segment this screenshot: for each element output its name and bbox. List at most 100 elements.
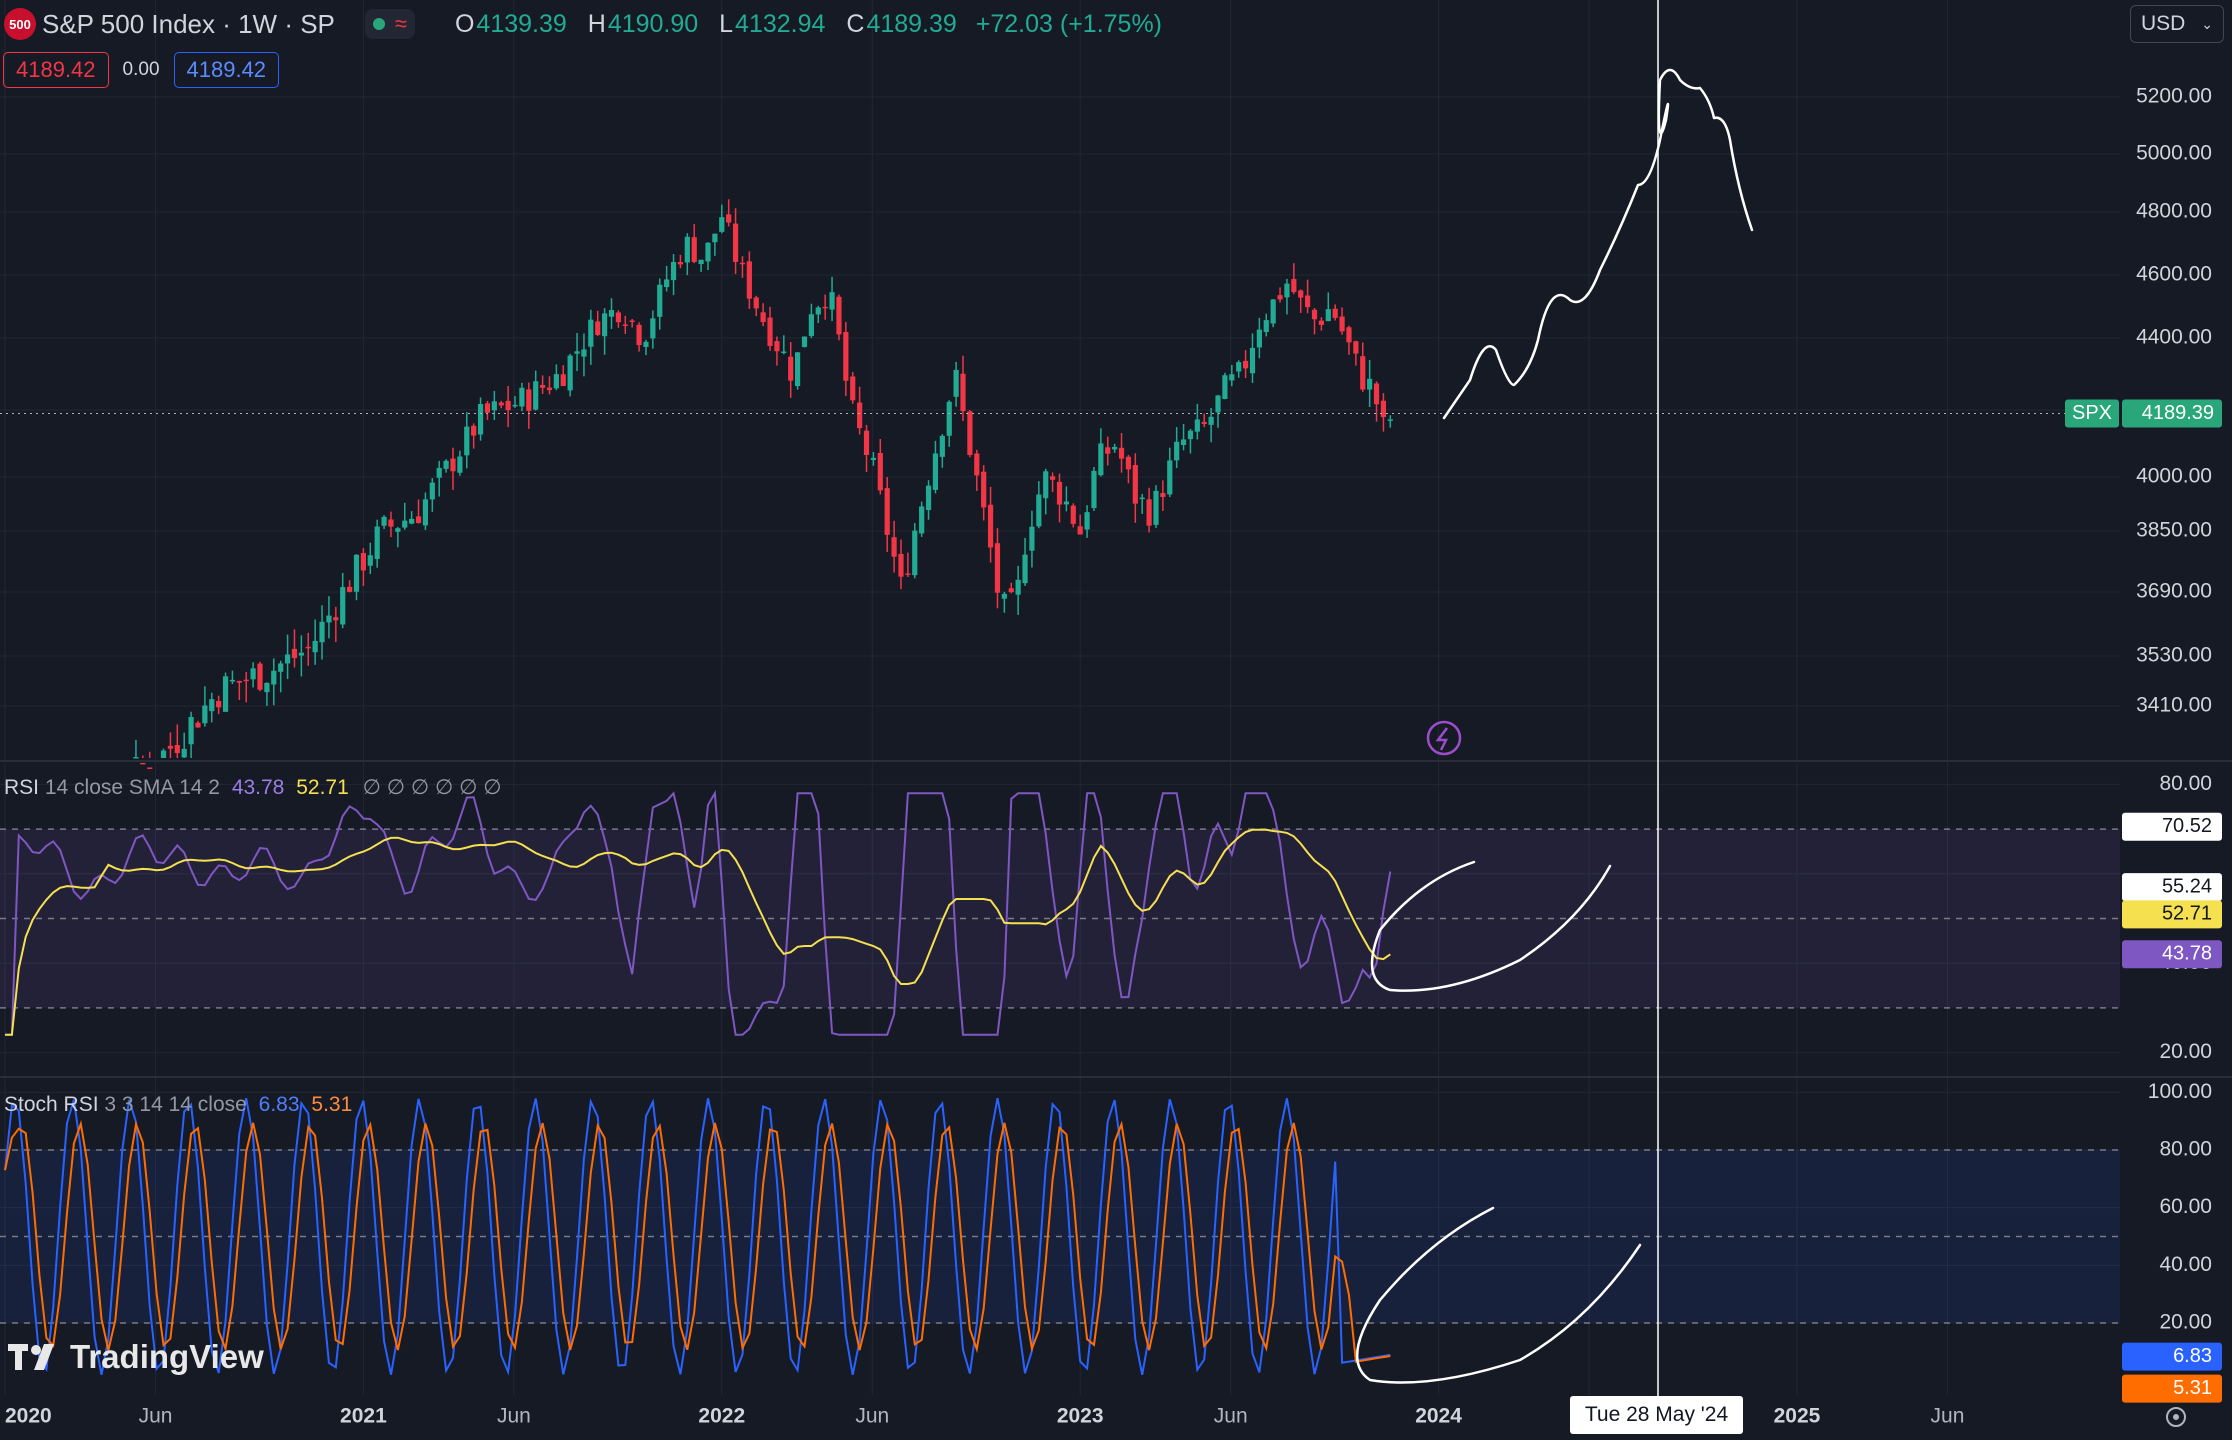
candle-body — [167, 745, 174, 749]
candle — [560, 365, 566, 387]
stoch-tick-label: 80.00 — [2159, 1138, 2212, 1161]
candle-body — [1180, 439, 1187, 445]
candle — [1284, 278, 1290, 315]
candle — [1077, 514, 1083, 535]
stoch-tick-label: 40.00 — [2159, 1253, 2212, 1276]
candle-body — [884, 488, 890, 535]
candle-body — [822, 306, 828, 309]
candle — [1387, 415, 1393, 428]
candle-body — [353, 554, 360, 592]
candle-body — [877, 452, 883, 491]
candle — [319, 605, 325, 660]
high-label: H — [587, 9, 606, 38]
candle — [1001, 591, 1007, 613]
candle-body — [1373, 383, 1380, 405]
candle — [395, 526, 401, 548]
candle — [216, 695, 222, 715]
candle — [1318, 317, 1324, 331]
candle-body — [794, 352, 801, 386]
candle — [1222, 372, 1228, 400]
candle — [739, 256, 746, 278]
settings-gear-icon — [2166, 1407, 2186, 1427]
candle — [1229, 364, 1235, 387]
candle — [471, 423, 477, 449]
symbol-badge-bg — [2065, 399, 2119, 428]
market-open-dot-icon — [372, 18, 385, 30]
candle — [1332, 304, 1338, 321]
candle-body — [546, 387, 553, 391]
candle-body — [174, 745, 180, 754]
rsi-upper-badge: 70.52 — [2162, 815, 2212, 837]
candle-body — [312, 640, 318, 653]
candle — [994, 528, 1001, 609]
candle — [919, 501, 925, 537]
candle-body — [1146, 499, 1152, 526]
candle-body — [815, 307, 821, 315]
candle — [1125, 454, 1132, 484]
market-status-pill[interactable]: ≈ — [364, 9, 415, 39]
candle-body — [898, 553, 904, 577]
candle-body — [684, 236, 690, 263]
candle-body — [691, 237, 697, 263]
candle — [1208, 407, 1214, 443]
candle — [512, 396, 518, 408]
symbol-logo-icon[interactable]: 500 — [4, 8, 36, 40]
candle — [1160, 480, 1166, 511]
rsi-legend-params: 14 close SMA 14 2 — [44, 776, 220, 799]
candle — [788, 341, 794, 398]
candle — [615, 310, 622, 328]
candle-body — [505, 400, 511, 411]
candle-body — [1050, 476, 1056, 480]
price-tick-label: 3690.00 — [2136, 580, 2212, 603]
candle — [863, 424, 870, 472]
rsi-mid-badge-bg — [2122, 873, 2222, 902]
candle-body — [1091, 470, 1097, 509]
rsi-value-badge: 43.78 — [2162, 943, 2212, 965]
candle-body — [347, 586, 353, 592]
candle — [1215, 394, 1221, 428]
candle — [181, 732, 187, 758]
candle — [484, 400, 491, 420]
candle — [1029, 510, 1035, 568]
candle — [794, 352, 801, 390]
candle-body — [712, 233, 718, 243]
candle — [257, 661, 263, 692]
candle-body — [422, 499, 429, 526]
close-label: C — [846, 9, 865, 38]
candle — [264, 682, 270, 706]
rsi-legend[interactable]: RSI 14 close SMA 14 2 43.78 52.71 ∅ ∅ ∅ … — [4, 775, 502, 800]
candle — [622, 315, 628, 334]
candle — [409, 511, 415, 525]
candle — [1036, 481, 1042, 529]
candle-body — [484, 403, 491, 413]
candle-body — [781, 351, 787, 353]
candle — [602, 308, 608, 355]
candle-body — [1208, 416, 1214, 425]
symbol-title[interactable]: S&P 500 Index · 1W · SP — [42, 8, 335, 39]
candle-body — [843, 331, 849, 381]
candle-body — [857, 402, 863, 429]
buy-price-button[interactable]: 4189.42 — [173, 52, 280, 88]
candle-body — [946, 401, 952, 436]
candle — [539, 375, 546, 394]
candle — [1360, 342, 1366, 392]
candle-body — [1029, 526, 1035, 551]
stoch-legend[interactable]: Stoch RSI 3 3 14 14 close 6.83 5.31 — [4, 1093, 352, 1117]
candle — [801, 336, 808, 348]
candle-body — [677, 262, 684, 265]
candle — [850, 371, 856, 404]
candle — [347, 580, 353, 593]
candle — [1298, 289, 1304, 313]
candle — [1380, 393, 1387, 432]
rsi-tick-label: 80.00 — [2159, 772, 2212, 795]
sell-price-button[interactable]: 4189.42 — [3, 52, 109, 88]
candle — [312, 619, 318, 665]
candle — [843, 321, 849, 397]
candle — [236, 680, 242, 701]
currency-select[interactable]: USD ⌄ — [2130, 5, 2224, 43]
candle-body — [726, 214, 732, 223]
candle — [1339, 307, 1345, 335]
candle — [1015, 565, 1021, 615]
